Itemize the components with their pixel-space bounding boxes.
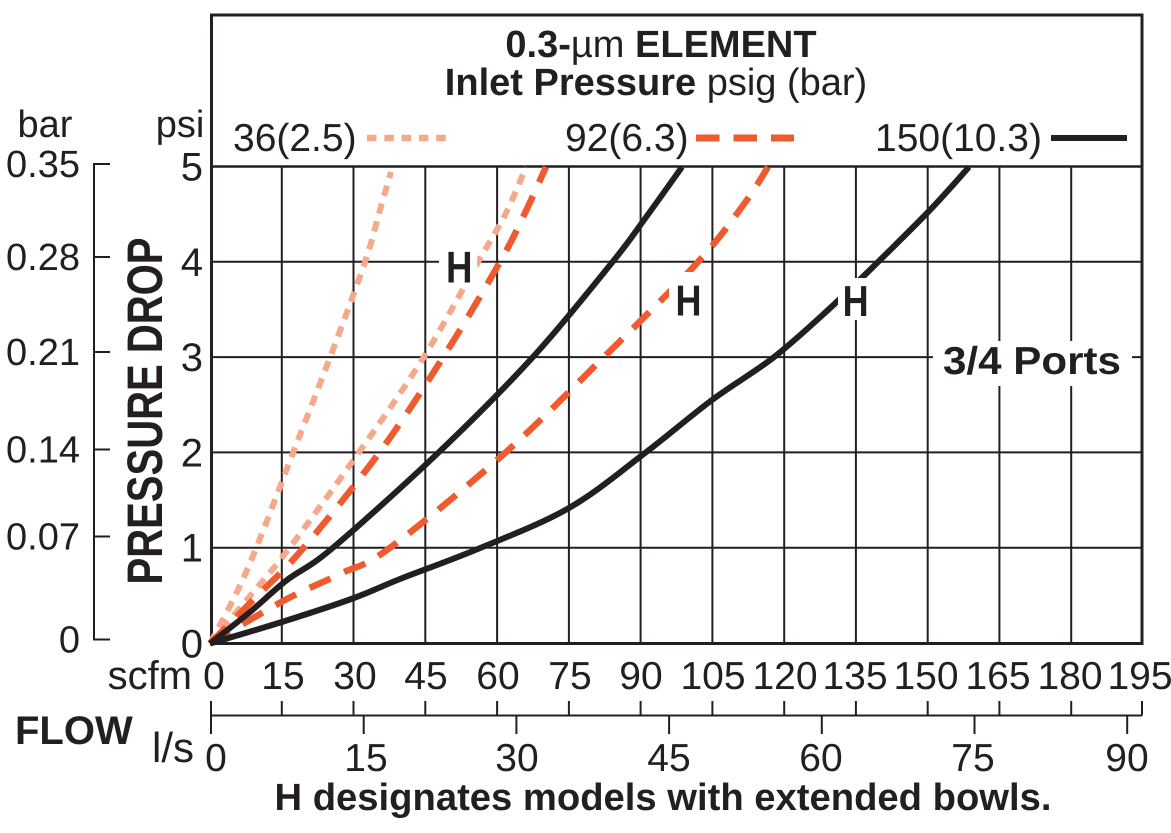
- svg-text:1: 1: [181, 527, 203, 571]
- svg-text:0.14: 0.14: [6, 430, 80, 472]
- svg-text:92(6.3): 92(6.3): [565, 117, 689, 160]
- svg-text:Inlet Pressure psig (bar): Inlet Pressure psig (bar): [445, 62, 867, 104]
- svg-text:0.35: 0.35: [6, 144, 80, 186]
- svg-text:150: 150: [893, 655, 958, 698]
- svg-text:scfm: scfm: [108, 654, 192, 698]
- svg-text:0.07: 0.07: [6, 517, 80, 559]
- svg-text:30: 30: [495, 737, 538, 780]
- svg-text:90: 90: [1105, 737, 1148, 780]
- svg-text:45: 45: [647, 737, 690, 780]
- svg-text:135: 135: [822, 655, 887, 698]
- svg-text:120: 120: [752, 655, 817, 698]
- svg-text:H designates models with exten: H designates models with extended bowls.: [275, 777, 1052, 819]
- svg-text:15: 15: [344, 737, 387, 780]
- svg-text:2: 2: [181, 431, 203, 475]
- svg-text:5: 5: [181, 146, 203, 190]
- svg-text:30: 30: [333, 655, 376, 698]
- svg-text:3: 3: [181, 336, 203, 380]
- svg-text:45: 45: [404, 655, 447, 698]
- svg-text:0: 0: [181, 623, 203, 667]
- svg-text:4: 4: [181, 241, 203, 285]
- svg-text:H: H: [446, 244, 473, 293]
- svg-text:0.21: 0.21: [6, 332, 80, 374]
- svg-text:0.28: 0.28: [6, 237, 80, 279]
- svg-text:H: H: [676, 278, 702, 326]
- svg-text:75: 75: [951, 737, 994, 780]
- svg-text:0: 0: [203, 655, 225, 698]
- svg-text:bar: bar: [18, 104, 73, 146]
- svg-text:0: 0: [59, 620, 80, 662]
- svg-text:36(2.5): 36(2.5): [233, 117, 357, 160]
- svg-text:150(10.3): 150(10.3): [875, 117, 1042, 160]
- svg-text:15: 15: [261, 655, 304, 698]
- svg-text:psi: psi: [156, 104, 205, 146]
- svg-text:FLOW: FLOW: [15, 709, 133, 753]
- svg-text:105: 105: [680, 655, 745, 698]
- svg-text:60: 60: [799, 737, 842, 780]
- svg-text:0.3-µm ELEMENT: 0.3-µm ELEMENT: [505, 24, 816, 66]
- svg-text:60: 60: [476, 655, 519, 698]
- svg-text:165: 165: [965, 655, 1030, 698]
- svg-text:l/s: l/s: [152, 724, 194, 771]
- svg-text:195: 195: [1107, 655, 1171, 698]
- svg-text:180: 180: [1037, 655, 1102, 698]
- svg-text:PRESSURE DROP: PRESSURE DROP: [117, 238, 173, 585]
- svg-text:75: 75: [548, 655, 591, 698]
- svg-text:H: H: [843, 278, 869, 326]
- svg-text:90: 90: [619, 655, 662, 698]
- svg-text:3/4 Ports: 3/4 Ports: [943, 340, 1121, 383]
- svg-text:0: 0: [205, 737, 227, 780]
